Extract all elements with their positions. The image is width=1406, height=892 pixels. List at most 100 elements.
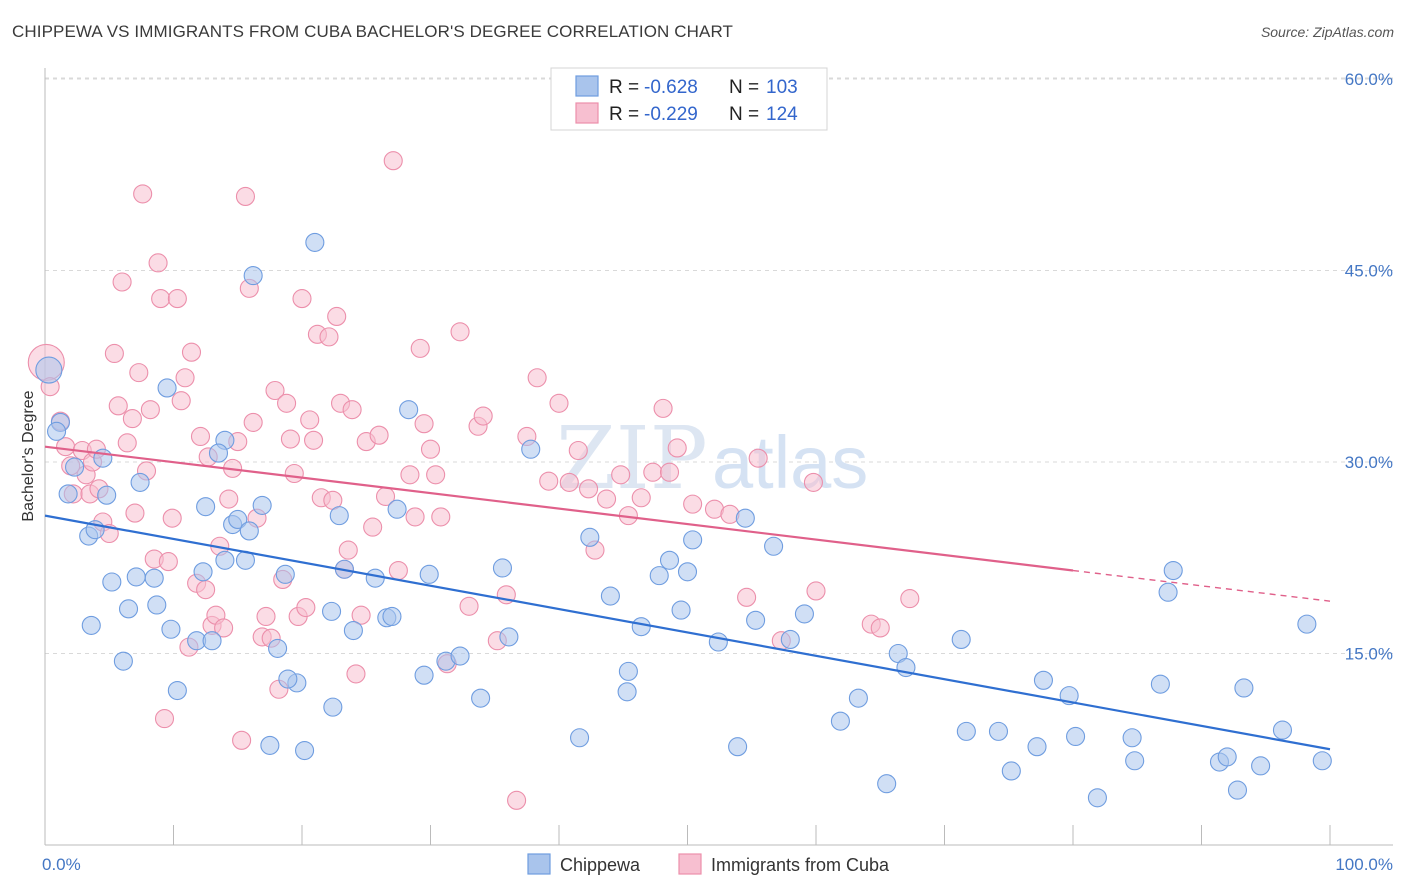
chippewa-point: [113, 651, 133, 671]
correlation-legend: R = -0.628 N = 103 R = -0.229 N = 124: [550, 67, 828, 131]
cuba-point: [125, 503, 145, 523]
chippewa-point: [677, 562, 698, 582]
cuba-point: [214, 618, 234, 638]
axes: [44, 68, 1393, 846]
chippewa-point: [1163, 560, 1183, 581]
chippewa-point: [414, 665, 434, 685]
chippewa-point: [631, 617, 651, 637]
cuba-trend-line: [44, 445, 1074, 572]
chippewa-point: [830, 711, 850, 731]
chippewa-point: [329, 506, 349, 526]
chippewa-point: [323, 697, 343, 717]
chippewa-points: [35, 232, 1332, 808]
cuba-point: [256, 606, 276, 627]
cuba-point: [507, 790, 527, 810]
cuba-point: [117, 433, 137, 453]
chippewa-point: [167, 680, 187, 701]
cuba-point: [643, 462, 663, 482]
chippewa-point: [1125, 751, 1145, 771]
chippewa-point: [157, 378, 177, 398]
cuba-point: [277, 393, 297, 413]
chippewa-point: [649, 566, 669, 586]
cuba-point: [319, 327, 339, 347]
cuba-point: [104, 343, 124, 364]
cuba-point: [659, 462, 680, 482]
chippewa-point: [305, 232, 325, 252]
cuba-point: [154, 709, 175, 729]
chippewa-point: [196, 497, 216, 517]
chippewa-point: [1158, 582, 1178, 602]
cuba-point: [450, 322, 470, 342]
chippewa-point: [1001, 761, 1021, 781]
chippewa-point: [228, 509, 248, 530]
chippewa-point: [1251, 756, 1271, 776]
chippewa-point: [243, 266, 263, 286]
chippewa-point: [239, 521, 259, 541]
chippewa-point: [580, 527, 600, 547]
chippewa-point: [683, 530, 703, 550]
cuba-point: [175, 368, 195, 388]
cuba-point: [108, 396, 128, 416]
cuba-point: [410, 338, 430, 358]
chippewa-point: [1272, 720, 1293, 740]
chippewa-point: [58, 484, 78, 504]
cuba-point: [631, 488, 651, 508]
cuba-point: [431, 507, 451, 527]
chippewa-point: [102, 572, 122, 592]
cuba-point: [167, 289, 187, 309]
chippewa-point: [617, 682, 637, 702]
cuba-point: [181, 342, 202, 362]
chippewa-point: [1066, 726, 1086, 747]
cuba-point: [140, 400, 160, 420]
chippewa-point: [735, 508, 755, 528]
chippewa-point: [118, 599, 139, 619]
cuba-point: [351, 605, 371, 625]
cuba-point: [803, 472, 823, 492]
chippewa-point: [746, 610, 766, 630]
chippewa-point: [252, 495, 272, 515]
chippewa-point: [951, 629, 971, 650]
cuba-point: [151, 289, 171, 309]
cuba-point: [420, 439, 441, 459]
chippewa-point: [570, 728, 590, 748]
cuba-point: [296, 597, 316, 618]
legend-r-value-1: -0.628: [644, 77, 698, 98]
cuba-point: [527, 368, 547, 388]
chippewa-point: [499, 627, 519, 647]
cuba-point: [400, 465, 420, 485]
cuba-point: [683, 494, 703, 514]
chippewa-point: [295, 740, 315, 761]
legend-swatch-cuba: [575, 102, 599, 124]
chippewa-point: [193, 562, 213, 582]
cuba-point: [388, 560, 408, 581]
cuba-point: [549, 393, 569, 413]
y-axis-title: Bachelor's Degree: [20, 390, 37, 521]
chippewa-point: [988, 721, 1009, 741]
cuba-point: [342, 400, 362, 420]
chippewa-point: [1312, 751, 1332, 771]
cuba-point: [539, 471, 559, 491]
trend-lines: [44, 445, 1331, 751]
chippewa-point: [492, 558, 513, 578]
cuba-point: [414, 414, 434, 434]
cuba-point: [158, 552, 178, 572]
cuba-point: [579, 479, 599, 499]
chippewa-point: [343, 620, 363, 641]
chippewa-point: [956, 721, 976, 741]
watermark: ZIP atlas: [556, 409, 868, 509]
chippewa-point: [130, 472, 150, 492]
chippewa-point: [1087, 788, 1107, 808]
x-tick-label-1: 100.0%: [1335, 855, 1393, 874]
cuba-point: [300, 410, 320, 430]
cuba-point: [327, 306, 347, 327]
bottom-legend-cuba: Immigrants from Cuba: [711, 855, 890, 875]
cuba-point: [129, 363, 149, 383]
chippewa-point: [471, 688, 491, 708]
chippewa-point: [65, 457, 85, 477]
chippewa-point: [382, 606, 402, 627]
chippewa-point: [1234, 678, 1254, 698]
legend-n-label-1: N =: [729, 77, 759, 98]
cuba-point: [426, 465, 446, 485]
cuba-points: [27, 151, 920, 810]
chippewa-point: [202, 631, 222, 651]
